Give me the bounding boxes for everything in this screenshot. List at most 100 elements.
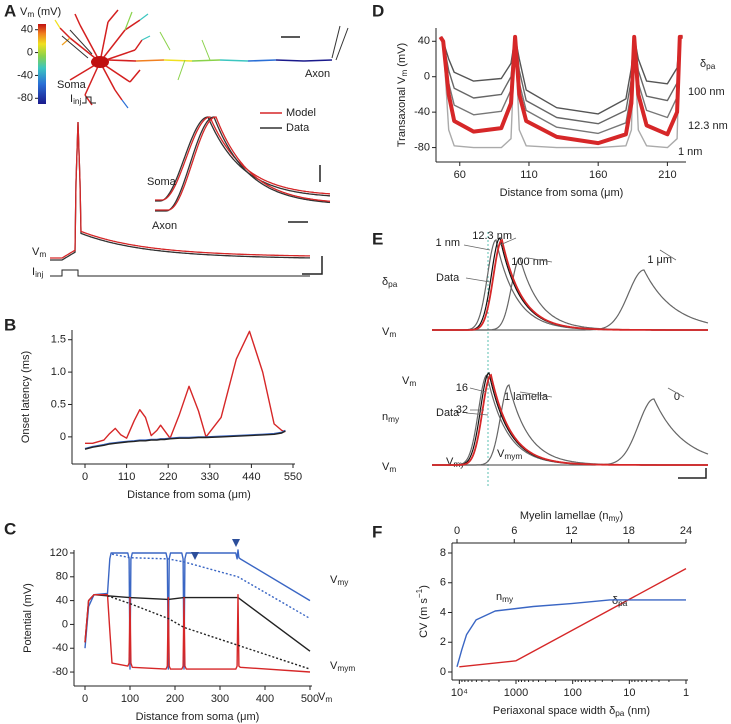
- axon: [163, 59, 193, 62]
- colorbar-title-part: m: [27, 10, 34, 19]
- trace-label: 0: [674, 391, 680, 403]
- colorbar-title-part: (mV): [34, 6, 61, 18]
- series-label-part: δ: [612, 595, 618, 607]
- trace-label: Vm: [382, 461, 396, 474]
- x2-axis-title-part: Myelin lamellae (n: [520, 510, 609, 522]
- data-line: [439, 36, 683, 125]
- data-line: [84, 594, 311, 652]
- data-line: [456, 599, 686, 667]
- dendrite-tip: [124, 11, 133, 31]
- inset-trace: [155, 116, 330, 201]
- series-label: Vmym: [497, 448, 522, 461]
- param-label-part: pa: [388, 280, 398, 289]
- panel-label: C: [4, 519, 16, 538]
- data-line: [84, 430, 286, 450]
- y-tick-label: -80: [52, 666, 68, 678]
- x-tick-label: 500: [301, 693, 319, 705]
- series-label: Vm: [318, 691, 332, 704]
- trace-label: 1 lamella: [504, 391, 549, 403]
- trace-label-part: m: [389, 465, 396, 474]
- legend-title-part: pa: [706, 62, 716, 71]
- series-label-part: my: [502, 595, 514, 604]
- arrowhead: [232, 539, 240, 547]
- trace-label-part: V: [382, 326, 390, 338]
- axon: [247, 59, 277, 62]
- series-label-part: V: [446, 456, 454, 468]
- colorbar-title: Vm (mV): [20, 6, 61, 19]
- y-axis-title: Onset latency (ms): [20, 351, 32, 443]
- x2-tick-label: 18: [623, 525, 635, 537]
- arrowhead: [191, 552, 199, 560]
- y-axis-title: CV (m s−1): [415, 585, 430, 638]
- data-label: Data: [436, 272, 460, 284]
- dendrite-tip: [139, 13, 149, 21]
- param-label: nmy: [382, 411, 400, 424]
- trace: [432, 238, 708, 331]
- dendrite: [74, 13, 81, 26]
- data-line: [438, 34, 683, 146]
- series-label-part: V: [318, 691, 326, 703]
- trace: [50, 121, 310, 261]
- colorbar-tick-label: -80: [17, 92, 33, 104]
- series-label-part: pa: [618, 599, 628, 608]
- axon: [135, 59, 165, 62]
- label: Soma: [57, 79, 87, 91]
- x2-tick-label: 6: [511, 525, 517, 537]
- data-line: [439, 36, 683, 135]
- data-line: [111, 553, 311, 620]
- param-label-part: n: [382, 411, 388, 423]
- legend-label: Data: [286, 122, 310, 134]
- series-label-part: V: [497, 448, 505, 460]
- trace: [50, 121, 310, 259]
- leader-lines: [463, 237, 685, 416]
- dendrite: [99, 21, 109, 63]
- x-tick-label: 160: [589, 169, 607, 181]
- data-line: [84, 594, 311, 673]
- series-label-part: m: [409, 379, 416, 388]
- y-axis-title-part: m: [400, 70, 409, 77]
- axon: [303, 59, 333, 62]
- x-tick-label: 110: [118, 471, 136, 483]
- x-tick-label: 0: [82, 693, 88, 705]
- series-label: Vmym: [330, 660, 355, 673]
- x-axis-title-part: pa: [615, 709, 625, 718]
- colorbar-tick-label: -40: [17, 69, 33, 81]
- y-tick-label: -40: [52, 642, 68, 654]
- series-label-part: V: [330, 660, 338, 672]
- x-axis-title: Distance from soma (μm): [127, 489, 251, 501]
- panel-label: E: [372, 229, 383, 248]
- inset-trace: [155, 116, 331, 212]
- y-tick-label: -80: [414, 141, 430, 153]
- x-tick-label: 0: [82, 471, 88, 483]
- trace-label: 1 nm: [436, 237, 460, 249]
- series-label-part: n: [496, 591, 502, 603]
- y-tick-label: 2: [440, 636, 446, 648]
- x-tick-label: 200: [166, 693, 184, 705]
- x-tick-label: 210: [658, 169, 676, 181]
- inset-trace: [155, 116, 331, 211]
- y-axis-title: Potential (mV): [22, 583, 34, 653]
- trace-label: 16: [456, 382, 468, 394]
- x2-axis-title: Myelin lamellae (nmy): [520, 510, 623, 523]
- x-tick-label: 10⁴: [451, 687, 468, 699]
- x-tick-label: 100: [563, 687, 581, 699]
- series-label: 100 nm: [688, 86, 725, 98]
- y-axis-title-part: Transaxonal V: [396, 76, 408, 147]
- scale-bar: [288, 165, 323, 275]
- trace: [432, 372, 708, 466]
- series-label-part: V: [402, 375, 410, 387]
- y-tick-label: 1.5: [51, 334, 66, 346]
- series-label-part: V: [330, 574, 338, 586]
- neuron: [54, 9, 333, 109]
- colorbar-tick-label: 40: [21, 24, 33, 36]
- dendrite-tip: [141, 35, 151, 41]
- trace-label: 1 μm: [647, 254, 672, 266]
- x-tick-label: 1: [683, 687, 689, 699]
- series-label: nmy: [496, 591, 514, 604]
- colorbar-tick-label: 0: [27, 46, 33, 58]
- x-axis-title: Distance from soma (μm): [500, 187, 624, 199]
- colorbar-title-part: V: [20, 6, 28, 18]
- dendrite: [99, 29, 126, 63]
- series-label: 1 nm: [678, 146, 702, 158]
